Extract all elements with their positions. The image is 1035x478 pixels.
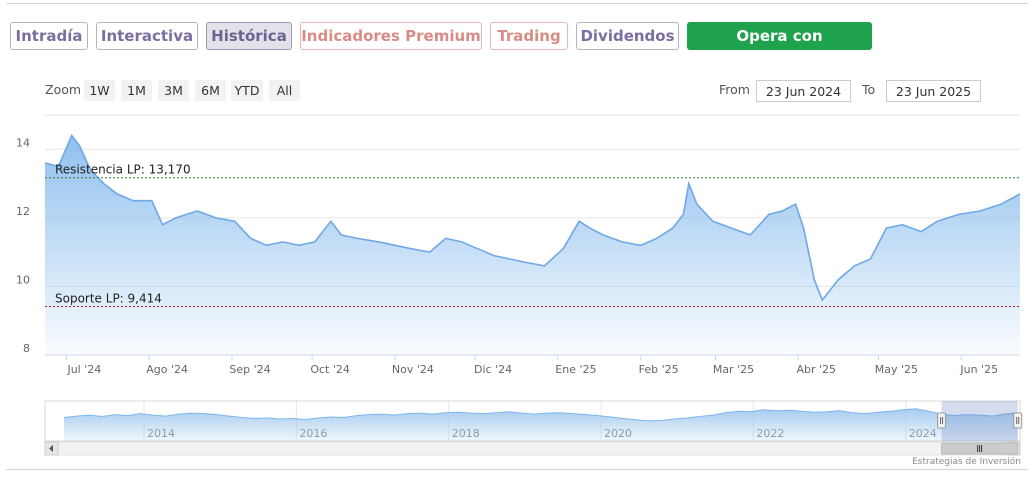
tab-intradia[interactable]: Intradía bbox=[10, 22, 88, 50]
chevron-left-icon bbox=[49, 445, 53, 452]
support-label: Soporte LP: 9,414 bbox=[55, 292, 162, 306]
zoom-1w-button[interactable]: 1W bbox=[84, 80, 115, 101]
y-tick-label: 14 bbox=[16, 136, 30, 149]
zoom-all-button[interactable]: All bbox=[269, 80, 300, 101]
zoom-label: Zoom bbox=[45, 82, 82, 97]
tab-indicadores-premium[interactable]: Indicadores Premium bbox=[300, 22, 482, 50]
x-tick-label: Dic '24 bbox=[474, 363, 512, 376]
opera-freedom24-button[interactable]: Opera con Freedom24 bbox=[687, 22, 872, 71]
from-label: From bbox=[719, 82, 750, 97]
handle-box bbox=[1013, 412, 1023, 429]
resistance-label: Resistencia LP: 13,170 bbox=[55, 163, 191, 177]
y-tick-label: 8 bbox=[23, 342, 30, 355]
zoom-ytd-button[interactable]: YTD bbox=[231, 80, 263, 101]
handle-box bbox=[937, 412, 947, 429]
x-tick-label: May '25 bbox=[875, 363, 918, 376]
navigator-selection bbox=[941, 401, 1018, 441]
tab-trading[interactable]: Trading bbox=[490, 22, 568, 50]
navigator-scrollbar[interactable] bbox=[44, 441, 1021, 456]
x-tick-label: Ene '25 bbox=[555, 363, 596, 376]
to-date-input[interactable] bbox=[886, 80, 981, 102]
x-tick-label: Mar '25 bbox=[713, 363, 754, 376]
navigator-line bbox=[63, 408, 1018, 422]
price-area bbox=[45, 135, 1020, 355]
x-tick-label: Jul '24 bbox=[66, 363, 101, 376]
x-tick-label: Ago '24 bbox=[146, 363, 188, 376]
x-tick-label: Feb '25 bbox=[639, 363, 679, 376]
x-tick-label: Abr '25 bbox=[797, 363, 837, 376]
navigator-area bbox=[64, 408, 1018, 441]
top-divider bbox=[6, 3, 1028, 4]
from-date-input[interactable] bbox=[756, 80, 851, 102]
x-tick-label: Sep '24 bbox=[229, 363, 270, 376]
zoom-6m-button[interactable]: 6M bbox=[195, 80, 226, 101]
navigator-left-handle[interactable] bbox=[937, 412, 947, 429]
bottom-divider bbox=[6, 469, 1028, 470]
tab-historica[interactable]: Histórica bbox=[206, 22, 292, 50]
navigator-right-handle[interactable] bbox=[1013, 412, 1023, 429]
x-tick-label: Jun '25 bbox=[959, 363, 998, 376]
tab-interactiva[interactable]: Interactiva bbox=[96, 22, 198, 50]
tab-dividendos[interactable]: Dividendos bbox=[576, 22, 679, 50]
zoom-1m-button[interactable]: 1M bbox=[121, 80, 152, 101]
credit-text: Estrategias de Inversión bbox=[912, 457, 1021, 467]
x-tick-label: Nov '24 bbox=[392, 363, 434, 376]
x-tick-label: Oct '24 bbox=[310, 363, 350, 376]
to-label: To bbox=[862, 82, 876, 97]
scrollbar-track bbox=[44, 441, 1021, 456]
y-tick-label: 12 bbox=[16, 205, 30, 218]
zoom-3m-button[interactable]: 3M bbox=[158, 80, 189, 101]
y-tick-label: 10 bbox=[16, 273, 30, 286]
price-line bbox=[44, 134, 1021, 302]
